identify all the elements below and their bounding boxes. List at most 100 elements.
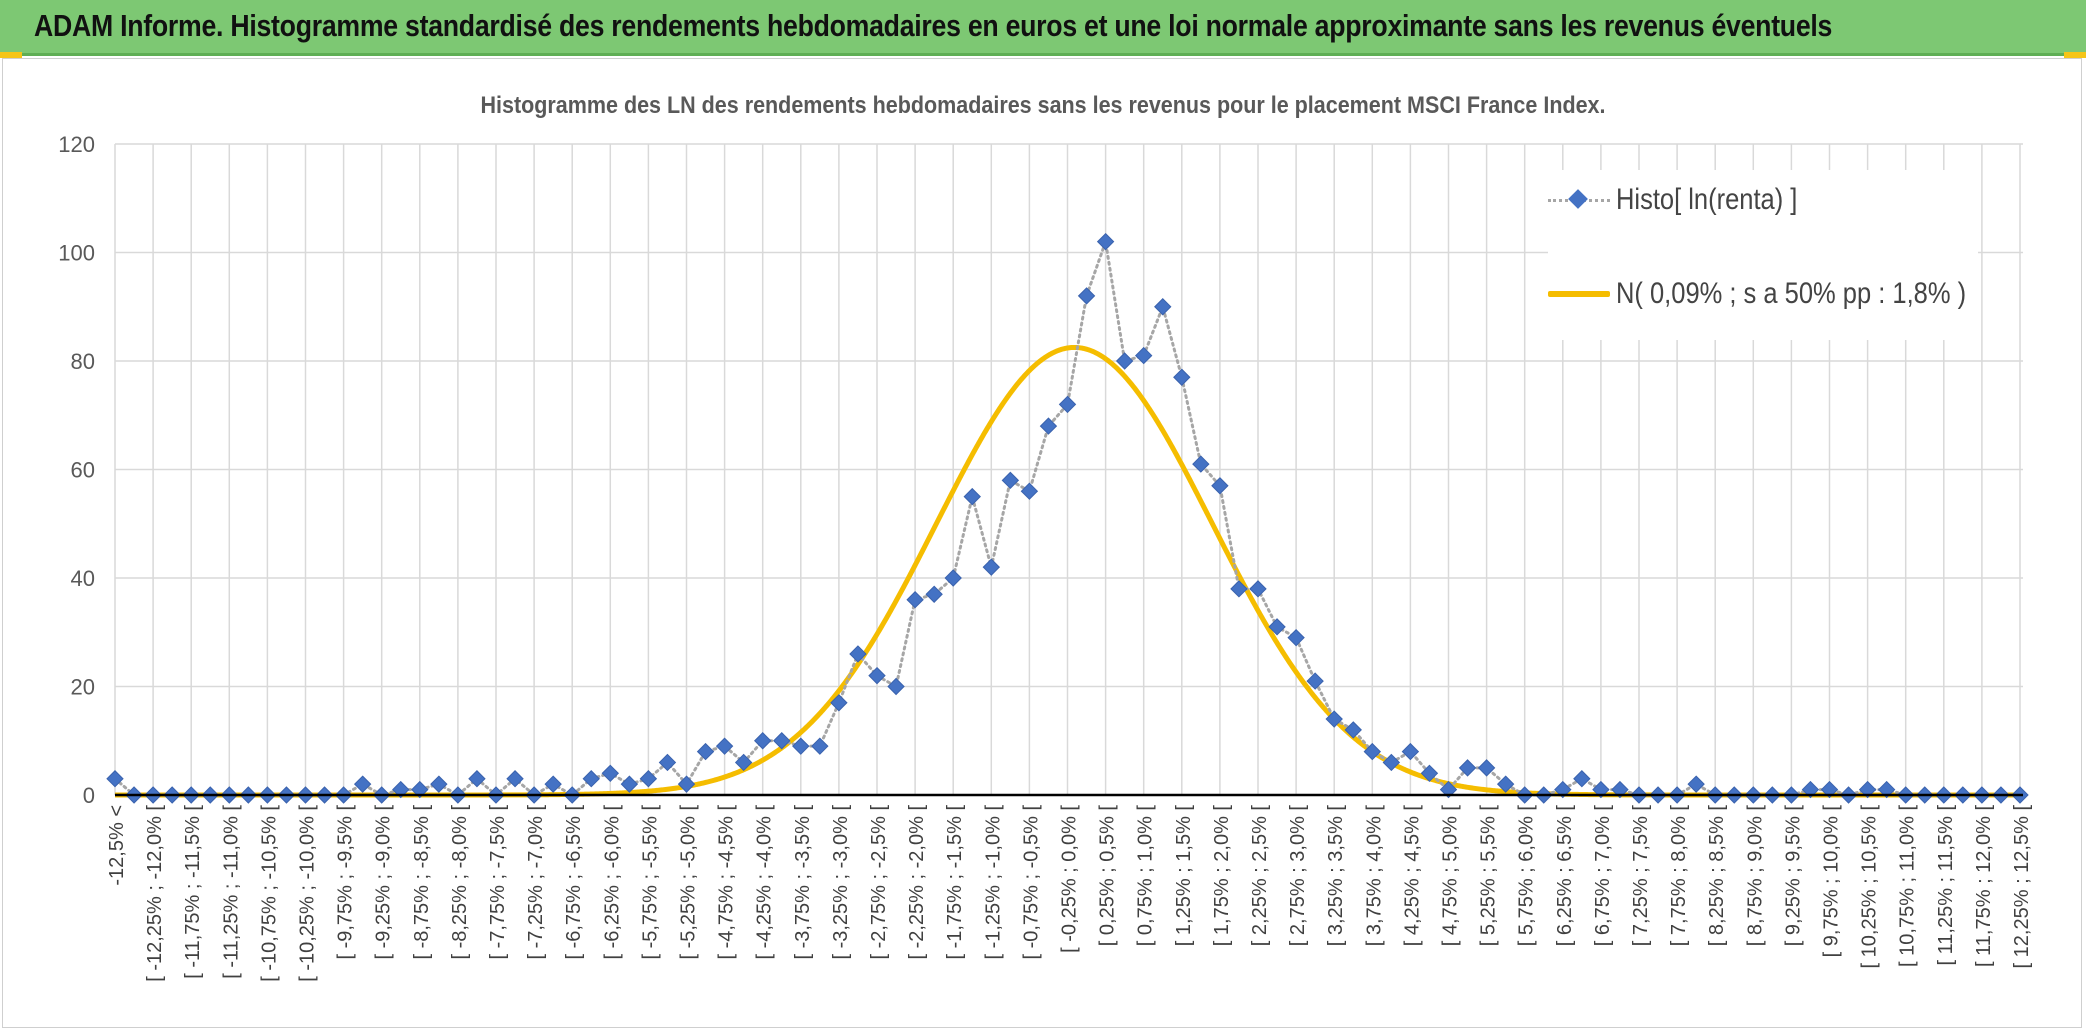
histo-point [811, 737, 829, 755]
x-tick-label: [ -4,25% ; -4,0% [ [754, 805, 776, 960]
histo-point [1611, 780, 1629, 799]
y-tick-label: 20 [71, 675, 95, 700]
histo-point [830, 694, 848, 712]
histo-point [773, 732, 791, 750]
histogram-series-layer [106, 232, 2029, 804]
gridlines [114, 143, 2023, 795]
histo-point [963, 487, 981, 506]
x-tick-label: [ 2,25% ; 2,5% [ [1249, 805, 1271, 947]
x-tick-label: [ -3,75% ; -3,5% [ [792, 805, 814, 960]
corner-accent-right [2064, 52, 2086, 58]
x-tick-label: [ -1,75% ; -1,5% [ [944, 805, 966, 960]
histo-point [106, 770, 124, 788]
histo-point [411, 780, 429, 799]
line-swatch-icon [1548, 274, 1610, 314]
x-tick-label: [ 1,75% ; 2,0% [ [1211, 805, 1233, 947]
histo-point [887, 677, 905, 696]
histo-point [1115, 352, 1134, 370]
histo-point [925, 585, 943, 603]
x-tick-label: [ -9,25% ; -9,0% [ [373, 805, 395, 960]
histo-point [1154, 298, 1172, 316]
histo-point [1039, 417, 1058, 435]
histo-point [430, 775, 448, 793]
x-tick-label: [ -10,75% ; -10,5% [ [258, 805, 280, 982]
x-tick-label: [ 3,25% ; 3,5% [ [1325, 805, 1347, 947]
x-tick-label: [ 0,25% ; 0,5% [ [1097, 805, 1119, 947]
histo-point [1211, 477, 1229, 495]
x-tick-label: [ -7,75% ; -7,5% [ [487, 805, 509, 960]
x-tick-label: [ -2,75% ; -2,5% [ [868, 805, 890, 960]
histo-point [734, 753, 753, 772]
x-tick-label: -12,5% < [106, 805, 128, 886]
banner-title: ADAM Informe. Histogramme standardisé de… [34, 8, 1833, 43]
histo-point [1401, 742, 1420, 761]
histo-point [1020, 482, 1039, 500]
x-tick-label: [ 11,75% ; 12,0% [ [1973, 805, 1995, 967]
x-tick-label: [ 9,25% ; 9,5% [ [1782, 805, 1804, 947]
x-tick-label: [ 11,25% ; 11,5% [ [1935, 805, 1957, 966]
histo-point [544, 775, 562, 793]
x-tick-label: [ 0,75% ; 1,0% [ [1135, 805, 1157, 947]
x-tick-label: [ -5,75% ; -5,5% [ [639, 805, 661, 960]
histo-point [868, 666, 886, 685]
histo-point [1001, 471, 1020, 490]
y-tick-label: 120 [58, 132, 95, 157]
x-tick-label: [ -6,75% ; -6,5% [ [563, 805, 585, 960]
histo-point [906, 590, 924, 609]
histo-point [1096, 232, 1115, 251]
x-tick-label: [ 5,25% ; 5,5% [ [1478, 805, 1500, 947]
histo-point [677, 775, 696, 793]
histo-point [1230, 580, 1248, 598]
histo-point [1249, 580, 1267, 598]
histo-point [715, 737, 734, 755]
x-tick-label: [ 4,25% ; 4,5% [ [1401, 805, 1423, 947]
legend-label-histo: Histo[ ln(renta) ] [1616, 183, 1798, 216]
x-tick-label: [ -8,25% ; -8,0% [ [449, 805, 471, 960]
x-tick-label: [ -3,25% ; -3,0% [ [830, 805, 852, 960]
x-axis: -12,5% < [ -12,25% ; -12,0% [ [ -11,75% ; … [106, 793, 2033, 982]
x-tick-label: [ -10,25% ; -10,0% [ [297, 805, 319, 982]
histo-point [1439, 780, 1458, 799]
histo-point [1858, 780, 1877, 799]
histo-point [1420, 764, 1439, 783]
x-tick-label: [ -11,75% ; -11,5% [ [182, 805, 204, 979]
corner-accent-left [0, 52, 22, 58]
x-tick-label: [ 9,75% ; 10,0% [ [1821, 805, 1843, 958]
histo-point [468, 770, 486, 788]
histo-point [1077, 287, 1096, 305]
histo-point [658, 753, 677, 772]
x-tick-label: [ -12,25% ; -12,0% [ [144, 805, 166, 982]
x-tick-label: [ 8,75% ; 9,0% [ [1744, 805, 1766, 947]
title-banner: ADAM Informe. Histogramme standardisé de… [0, 0, 2086, 56]
histo-point [1192, 455, 1210, 473]
histo-point [506, 770, 524, 788]
histo-point [639, 770, 658, 788]
x-tick-label: [ 8,25% ; 8,5% [ [1706, 805, 1728, 947]
x-tick-label: [ 7,75% ; 8,0% [ [1668, 805, 1690, 947]
x-tick-label: [ -6,25% ; -6,0% [ [601, 805, 623, 960]
histo-point [1496, 775, 1515, 793]
histo-point [1134, 346, 1153, 365]
histo-point [620, 775, 639, 793]
x-tick-label: [ -8,75% ; -8,5% [ [411, 805, 433, 960]
x-tick-label: [ 6,75% ; 7,0% [ [1592, 805, 1614, 947]
histo-point [1820, 780, 1839, 799]
histo-point [849, 645, 867, 663]
chart-title: Histogramme des LN des rendements hebdom… [481, 92, 1606, 119]
x-tick-label: [ 12,25% ; 12,5% [ [2011, 805, 2033, 969]
histo-point [1325, 710, 1343, 728]
legend-item-normal: N( 0,09% ; s a 50% pp : 1,8% ) [1548, 274, 2028, 314]
x-tick-label: [ 2,75% ; 3,0% [ [1287, 805, 1309, 947]
histo-point [1287, 628, 1305, 647]
histo-point [1173, 368, 1191, 386]
histo-point [792, 737, 810, 755]
y-tick-label: 0 [83, 783, 95, 808]
x-tick-label: [ 4,75% ; 5,0% [ [1440, 805, 1462, 947]
x-tick-label: [ 7,25% ; 7,5% [ [1630, 805, 1652, 947]
diamond-marker-icon [1548, 180, 1610, 220]
x-tick-label: [ -4,75% ; -4,5% [ [716, 805, 738, 960]
histo-point [392, 780, 410, 799]
x-tick-label: [ -7,25% ; -7,0% [ [525, 805, 547, 960]
y-tick-label: 80 [71, 349, 95, 374]
